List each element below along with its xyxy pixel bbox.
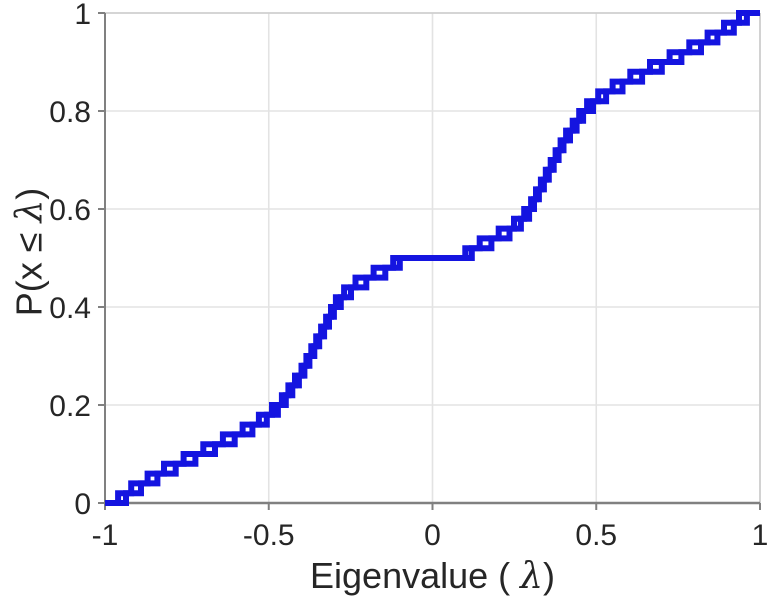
y-tick-label: 0.8 bbox=[49, 96, 91, 129]
y-tick-label: 0.4 bbox=[49, 292, 91, 325]
y-tick-label: 0.2 bbox=[49, 390, 91, 423]
x-tick-label: 0.5 bbox=[575, 519, 617, 552]
x-axis-label-suffix: ) bbox=[542, 555, 555, 596]
x-axis-label: Eigenvalue ( λ) bbox=[105, 558, 760, 595]
y-tick-label: 1 bbox=[74, 0, 91, 31]
y-axis-label: P(x ≤ λ) bbox=[8, 187, 51, 317]
x-tick-label: 0 bbox=[424, 519, 441, 552]
y-axis-label-text: P(x ≤ bbox=[8, 222, 50, 317]
x-tick-label: -0.5 bbox=[243, 519, 295, 552]
x-tick-label: -1 bbox=[92, 519, 119, 552]
x-tick-label: 1 bbox=[752, 519, 768, 552]
lambda-symbol: λ bbox=[9, 199, 51, 223]
x-axis-label-text: Eigenvalue ( bbox=[310, 555, 521, 596]
lambda-symbol: λ bbox=[520, 556, 543, 597]
ecdf-step-curve bbox=[105, 10, 760, 506]
y-axis-label-suffix: ) bbox=[8, 187, 50, 200]
y-tick-label: 0 bbox=[74, 488, 91, 521]
y-tick-label: 0.6 bbox=[49, 194, 91, 227]
